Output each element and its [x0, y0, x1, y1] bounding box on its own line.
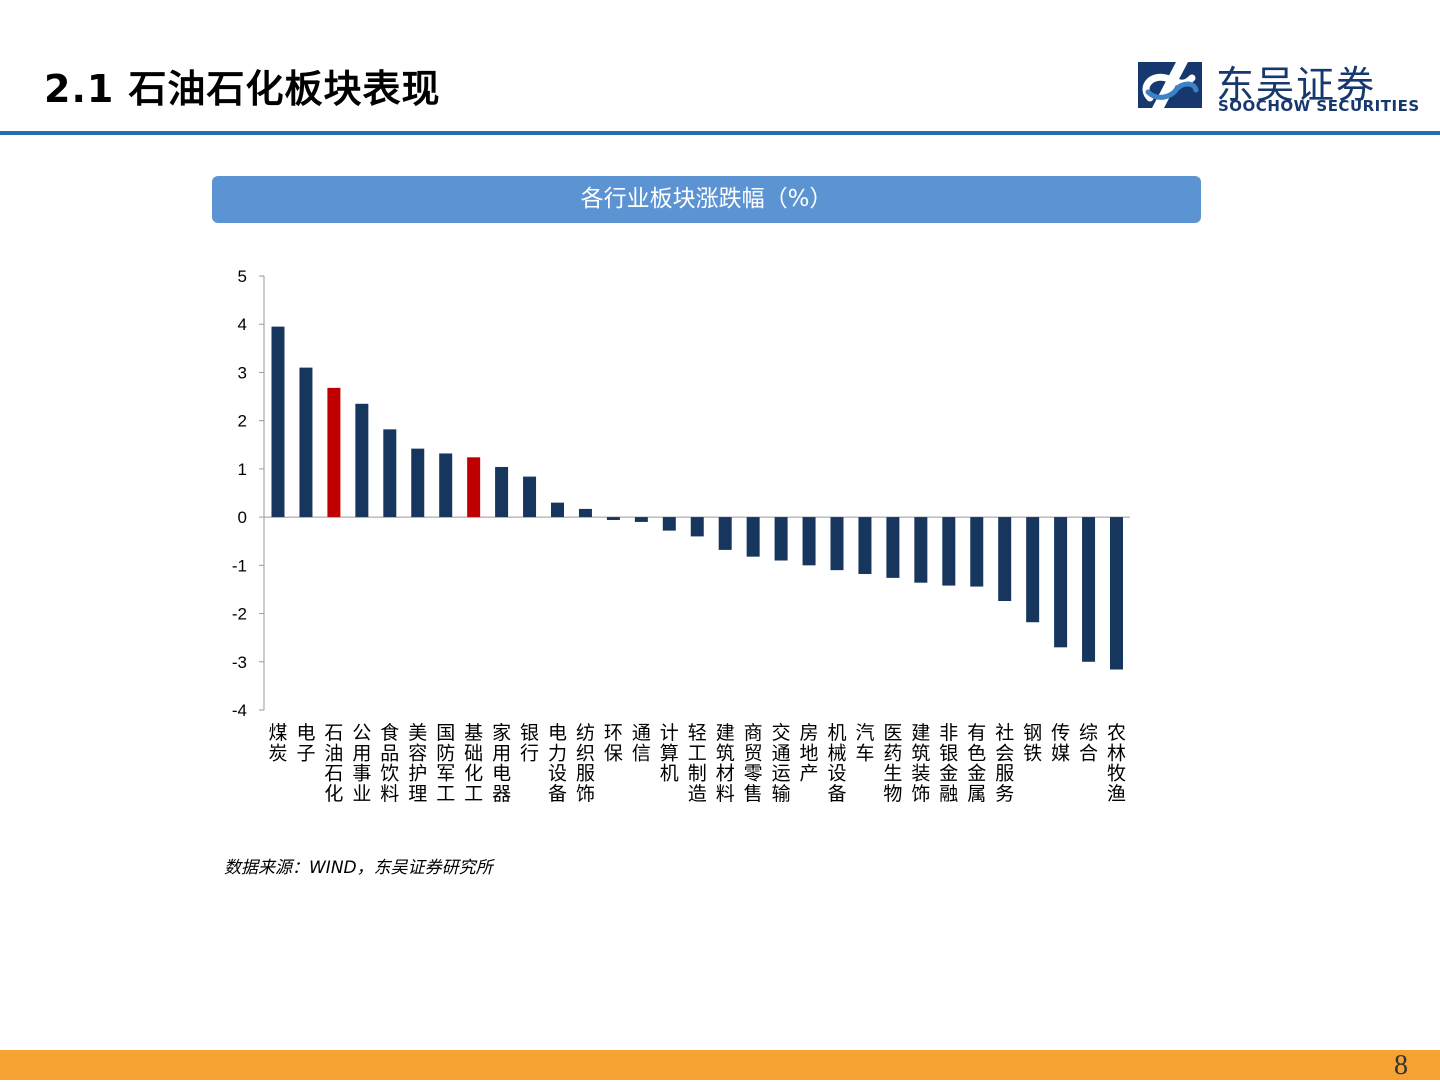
x-category-label: 商贸零售 — [744, 722, 763, 805]
company-logo: 东吴证券 SOOCHOW SECURITIES — [1132, 56, 1419, 115]
x-category-label: 钢铁 — [1023, 722, 1042, 764]
x-category-label: 房地产 — [800, 722, 819, 785]
bar-商贸零售 — [746, 517, 760, 557]
bar-有色金属 — [970, 517, 984, 587]
x-category-label: 食品饮料 — [380, 722, 399, 805]
footer-bar — [0, 1050, 1440, 1080]
bar-煤炭 — [271, 326, 285, 518]
bar-农林牧渔 — [1110, 517, 1123, 670]
x-category-label: 农林牧渔 — [1107, 722, 1126, 805]
x-category-label: 医药生物 — [883, 722, 902, 805]
x-category-label: 家用电器 — [492, 722, 511, 805]
x-category-label: 机械设备 — [827, 722, 846, 805]
soochow-logo-icon — [1138, 62, 1202, 108]
x-category-label: 通信 — [632, 722, 651, 764]
x-category-label: 美容护理 — [408, 722, 427, 805]
bar-传媒 — [1054, 517, 1068, 648]
x-category-label: 电子 — [296, 722, 315, 764]
bar-汽车 — [858, 517, 872, 575]
bar-非银金融 — [942, 517, 956, 586]
y-tick-label: -1 — [232, 556, 247, 575]
y-tick-label: -3 — [232, 653, 247, 672]
x-category-label: 国防军工 — [436, 722, 455, 805]
y-tick-label: -4 — [232, 701, 247, 720]
data-source-note: 数据来源：WIND，东吴证券研究所 — [224, 858, 493, 878]
x-category-label: 计算机 — [660, 722, 679, 785]
bar-美容护理 — [411, 448, 425, 518]
bar-国防军工 — [439, 453, 453, 518]
x-category-label: 传媒 — [1051, 722, 1070, 764]
x-category-label: 社会服务 — [995, 722, 1014, 805]
bar-环保 — [606, 517, 620, 521]
bar-建筑材料 — [718, 517, 732, 550]
bar-电子 — [299, 367, 313, 518]
y-tick-label: 5 — [238, 267, 247, 286]
bar-机械设备 — [830, 517, 844, 571]
x-category-label: 建筑装饰 — [911, 722, 930, 805]
x-category-label: 基础化工 — [464, 722, 483, 805]
bar-计算机 — [662, 517, 676, 531]
y-tick-label: 1 — [238, 460, 247, 479]
bar-轻工制造 — [690, 517, 704, 537]
x-category-label: 环保 — [604, 722, 623, 764]
y-tick-label: 3 — [238, 363, 247, 382]
bar-建筑装饰 — [914, 517, 928, 583]
bar-交通运输 — [774, 517, 788, 561]
chart-title-banner: 各行业板块涨跌幅（%） — [212, 176, 1201, 223]
bar-钢铁 — [1026, 517, 1040, 623]
bar-医药生物 — [886, 517, 900, 578]
x-category-label: 建筑材料 — [716, 722, 735, 805]
bar-食品饮料 — [383, 429, 397, 518]
bar-电力设备 — [551, 502, 564, 518]
bar-综合 — [1082, 517, 1096, 662]
y-tick-label: 0 — [238, 508, 247, 527]
x-category-label: 银行 — [520, 722, 539, 764]
logo-english-name: SOOCHOW SECURITIES — [1218, 97, 1420, 115]
x-category-label: 非银金融 — [939, 722, 958, 805]
page-title: 2.1 石油石化板块表现 — [44, 67, 441, 111]
header-divider — [0, 131, 1440, 135]
bar-基础化工 — [467, 457, 481, 518]
bar-石油石化 — [327, 387, 341, 518]
bar-社会服务 — [998, 517, 1012, 602]
bar-家用电器 — [495, 466, 509, 518]
bar-房地产 — [802, 517, 816, 566]
page-number: 8 — [1394, 1050, 1408, 1081]
logo-chinese-name: 东吴证券 — [1216, 63, 1377, 107]
bar-通信 — [634, 517, 648, 522]
x-category-label: 煤炭 — [268, 722, 287, 764]
bar-公用事业 — [355, 403, 369, 518]
y-tick-label: 2 — [238, 412, 247, 431]
x-category-label: 公用事业 — [352, 722, 371, 805]
bar-银行 — [523, 476, 537, 518]
y-tick-label: 4 — [238, 315, 247, 334]
x-category-label: 纺织服饰 — [576, 722, 595, 805]
x-category-label: 轻工制造 — [688, 722, 707, 805]
x-category-label: 有色金属 — [967, 722, 986, 805]
x-category-label: 交通运输 — [772, 722, 791, 805]
bar-纺织服饰 — [578, 508, 592, 518]
y-tick-label: -2 — [232, 605, 247, 624]
x-category-label: 综合 — [1079, 722, 1098, 764]
x-category-label: 石油石化 — [324, 722, 343, 805]
x-category-label: 电力设备 — [548, 722, 567, 805]
x-category-label: 汽车 — [855, 722, 874, 764]
